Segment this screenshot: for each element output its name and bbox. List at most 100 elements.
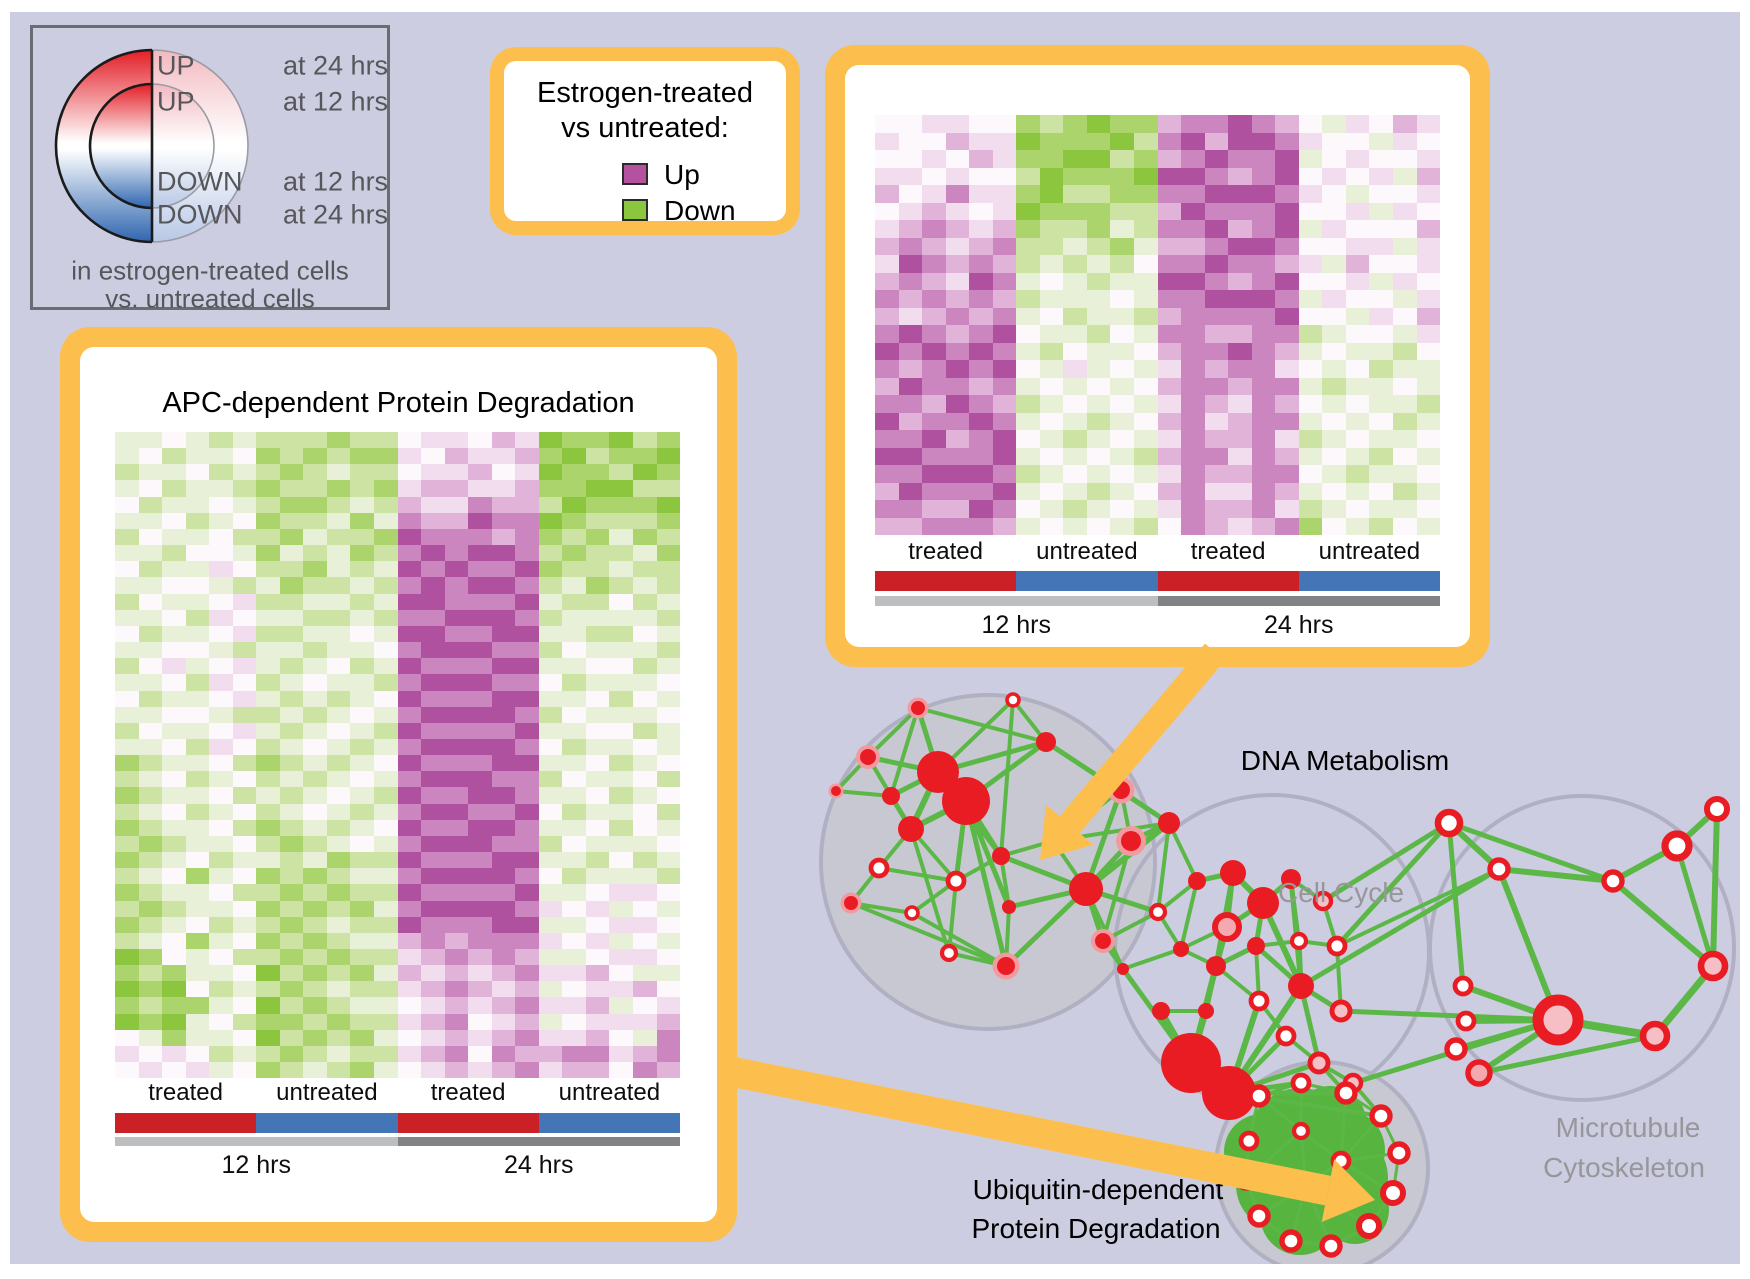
rf-12hrs-label: 12 hrs bbox=[981, 611, 1051, 639]
rf-heatmap bbox=[875, 115, 1441, 535]
legend-up-24: UP bbox=[157, 50, 195, 81]
network-node bbox=[939, 943, 959, 963]
network-node bbox=[1238, 1130, 1260, 1152]
rf-treatment-bar bbox=[875, 571, 1440, 591]
estrogen-legend-title-line2: vs untreated: bbox=[561, 112, 729, 144]
apc-24hrs-label: 24 hrs bbox=[504, 1151, 574, 1179]
estrogen-legend-body: Estrogen-treated vs untreated: Up Down bbox=[504, 61, 786, 226]
apc-bar-12hrs bbox=[115, 1137, 398, 1146]
rf-untreated-label-1: untreated bbox=[1036, 538, 1138, 565]
rf-time-bar bbox=[875, 596, 1440, 606]
network-node bbox=[1319, 1234, 1343, 1258]
network-node bbox=[1279, 1229, 1303, 1253]
apc-title: APC-dependent Protein Degradation bbox=[162, 387, 635, 419]
legend-time-12a: at 12 hrs bbox=[283, 86, 389, 117]
apc-heatmap bbox=[115, 432, 681, 1079]
down-swatch bbox=[622, 199, 648, 221]
network-node bbox=[1295, 1175, 1317, 1197]
rf-time-labels: 12 hrs 24 hrs bbox=[875, 611, 1440, 641]
apc-treatment-bar bbox=[115, 1113, 680, 1133]
network-node bbox=[1661, 830, 1693, 862]
apc-untreated-label-2: untreated bbox=[558, 1079, 661, 1106]
updown-circle-legend: UP at 24 hrs UP at 12 hrs DOWN at 12 hrs… bbox=[30, 25, 390, 314]
network-node bbox=[1158, 812, 1180, 834]
network-node bbox=[904, 905, 920, 921]
legend-time-24b: at 24 hrs bbox=[283, 199, 389, 230]
network-node bbox=[1356, 1213, 1382, 1239]
network-node bbox=[1380, 1180, 1406, 1206]
updown-gradient-circle bbox=[54, 48, 249, 244]
legend-item-down: Down bbox=[504, 195, 786, 226]
rf-untreated-label-2: untreated bbox=[1318, 538, 1421, 565]
up-swatch bbox=[622, 163, 648, 185]
rf-bar-untreated-12 bbox=[1016, 571, 1158, 591]
network-node bbox=[1069, 872, 1103, 906]
network-node bbox=[942, 777, 990, 825]
rf-bar-24hrs bbox=[1157, 596, 1440, 606]
network-node bbox=[1247, 1084, 1271, 1108]
network-node bbox=[1117, 963, 1129, 975]
network-node bbox=[1455, 1010, 1477, 1032]
network-node bbox=[1601, 869, 1625, 893]
network-node bbox=[1247, 937, 1265, 955]
network-node bbox=[1289, 931, 1309, 951]
rf-bar-12hrs bbox=[875, 596, 1158, 606]
network-node bbox=[1247, 887, 1279, 919]
network-node bbox=[1005, 692, 1021, 708]
network-node bbox=[1452, 975, 1474, 997]
network-node bbox=[1002, 900, 1016, 914]
network-node bbox=[1434, 808, 1464, 838]
apc-bar-treated-24 bbox=[397, 1113, 539, 1133]
apc-time-labels: 12 hrs 24 hrs bbox=[115, 1151, 680, 1181]
apc-treated-label-1: treated bbox=[148, 1079, 223, 1106]
estrogen-color-legend: Estrogen-treated vs untreated: Up Down bbox=[490, 47, 800, 235]
network-node bbox=[1291, 1121, 1311, 1141]
cluster-microtubule-cytoskeleton bbox=[1428, 794, 1736, 1102]
network-node bbox=[1042, 830, 1064, 852]
apc-12hrs-label: 12 hrs bbox=[221, 1151, 291, 1179]
replication-fork-panel: Replication Fork treated untreated treat… bbox=[825, 45, 1490, 667]
apc-bar-24hrs bbox=[397, 1137, 680, 1146]
network-node bbox=[1234, 1167, 1258, 1191]
network-node bbox=[1248, 990, 1270, 1012]
network-node bbox=[1036, 732, 1056, 752]
network-node bbox=[1326, 935, 1348, 957]
down-label: Down bbox=[664, 195, 736, 226]
rf-bar-treated-12 bbox=[875, 571, 1017, 591]
network-node bbox=[868, 857, 890, 879]
rf-group-labels: treated untreated treated untreated bbox=[875, 538, 1440, 568]
network-node bbox=[1704, 796, 1730, 822]
legend-footer-line1: in estrogen-treated cells bbox=[71, 255, 349, 286]
network-node bbox=[1290, 1072, 1312, 1094]
apc-panel: APC-dependent Protein Degradation treate… bbox=[60, 327, 737, 1242]
network-node bbox=[1152, 1002, 1170, 1020]
legend-up-12: UP bbox=[157, 86, 195, 117]
rf-bar-treated-24 bbox=[1157, 571, 1299, 591]
legend-time-24a: at 24 hrs bbox=[283, 50, 389, 81]
apc-bar-untreated-12 bbox=[256, 1113, 398, 1133]
up-label: Up bbox=[664, 159, 700, 190]
network-node bbox=[1330, 1150, 1352, 1172]
network-node bbox=[898, 816, 924, 842]
network-node bbox=[1198, 1003, 1214, 1019]
rf-bar-untreated-24 bbox=[1298, 571, 1440, 591]
network-node bbox=[1465, 1059, 1493, 1087]
network-node bbox=[1206, 956, 1226, 976]
network-node bbox=[1148, 902, 1168, 922]
apc-time-bar bbox=[115, 1137, 680, 1146]
network-node bbox=[1220, 860, 1246, 886]
network-node bbox=[1697, 950, 1729, 982]
network-node bbox=[1334, 1081, 1358, 1105]
network-node bbox=[1387, 1141, 1411, 1165]
network-node bbox=[1369, 1104, 1393, 1128]
apc-group-labels: treated untreated treated untreated bbox=[115, 1079, 680, 1109]
rf-24hrs-label: 24 hrs bbox=[1264, 611, 1334, 639]
network-node bbox=[1532, 994, 1584, 1046]
legend-item-up: Up bbox=[504, 159, 786, 190]
network-node bbox=[992, 847, 1010, 865]
network-node bbox=[1444, 1037, 1468, 1061]
rf-treated-label-2: treated bbox=[1190, 538, 1266, 565]
estrogen-legend-title-line1: Estrogen-treated bbox=[536, 77, 753, 109]
apc-bar-treated-12 bbox=[115, 1113, 257, 1133]
